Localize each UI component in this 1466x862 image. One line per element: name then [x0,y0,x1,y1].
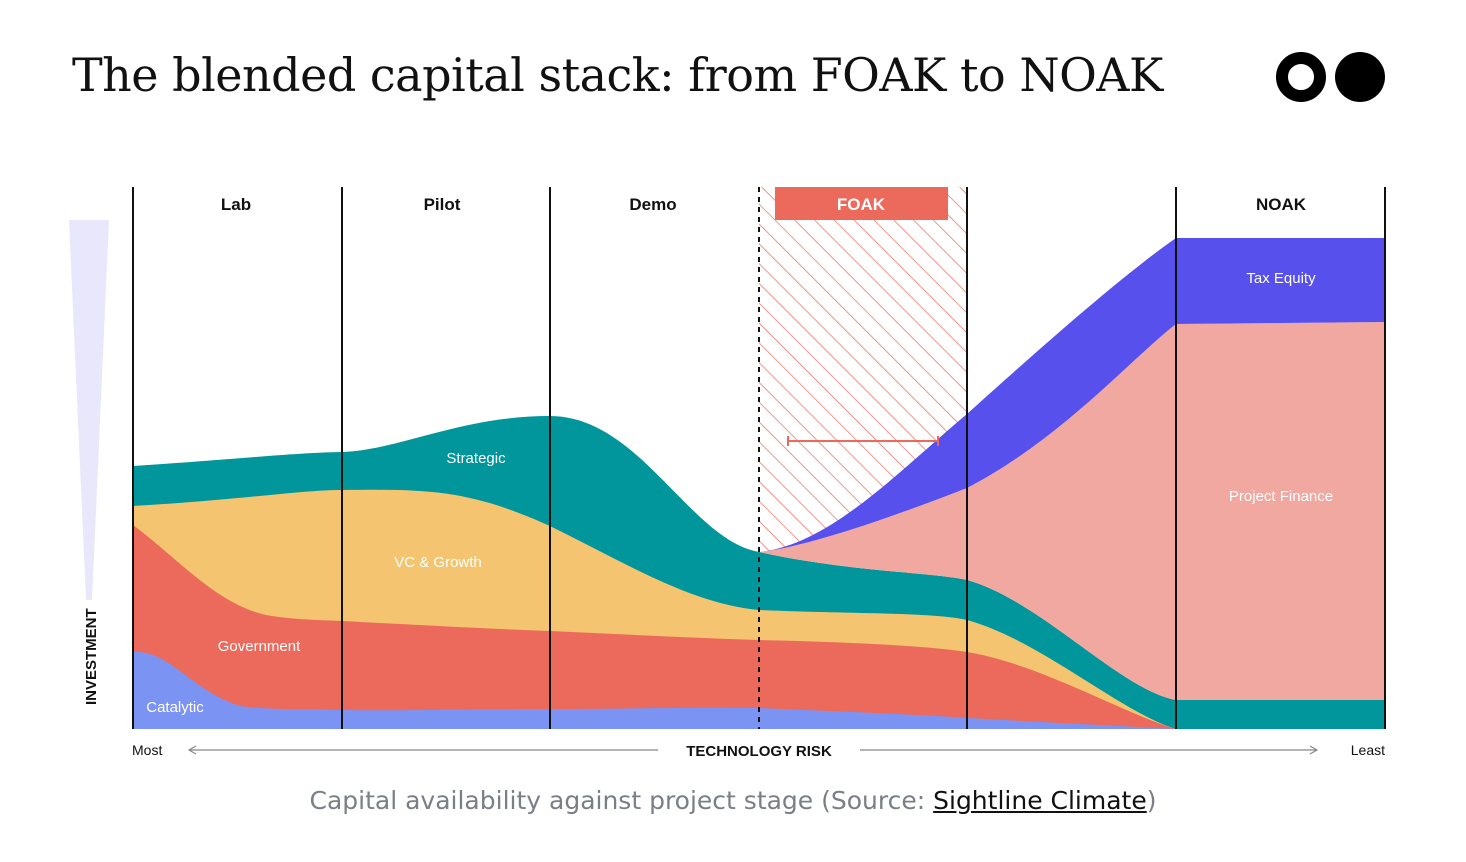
x-axis-right-label: Least [1351,742,1385,758]
stage-label-foak: FOAK [837,195,886,214]
x-axis-arrowhead-right [1309,745,1319,755]
stage-label-noak: NOAK [1256,195,1307,214]
caption-suffix: ) [1146,786,1157,815]
logo-ring [1276,52,1326,102]
chart-title: The blended capital stack: from FOAK to … [72,48,1163,102]
government-area [133,525,1176,729]
x-axis-title: TECHNOLOGY RISK [686,743,832,760]
stage-label-demo: Demo [629,195,676,214]
figure-caption: Capital availability against project sta… [0,786,1466,815]
logo-dot [1335,52,1385,102]
foak-label-box [775,187,948,220]
series-label-project-finance: Project Finance [1229,488,1333,505]
series-label-strategic: Strategic [446,450,506,467]
source-link[interactable]: Sightline Climate [933,786,1147,815]
stage-label-lab: Lab [221,195,251,214]
tax-equity-area [759,238,1385,552]
x-axis-arrowhead-left [187,745,197,755]
medium-logo-icon [1276,52,1385,102]
caption-prefix: Capital availability against project sta… [309,786,934,815]
project-finance-area [759,322,1385,700]
stage-label-pilot: Pilot [424,195,461,214]
catalytic-area [133,651,1176,729]
series-label-government: Government [218,638,301,655]
series-label-tax-equity: Tax Equity [1246,270,1316,287]
x-axis-left-label: Most [132,742,162,758]
series-label-vc-growth: VC & Growth [394,554,482,571]
y-axis-label: INVESTMENT [83,608,100,705]
investment-wedge [69,220,109,600]
series-label-catalytic: Catalytic [146,699,204,716]
